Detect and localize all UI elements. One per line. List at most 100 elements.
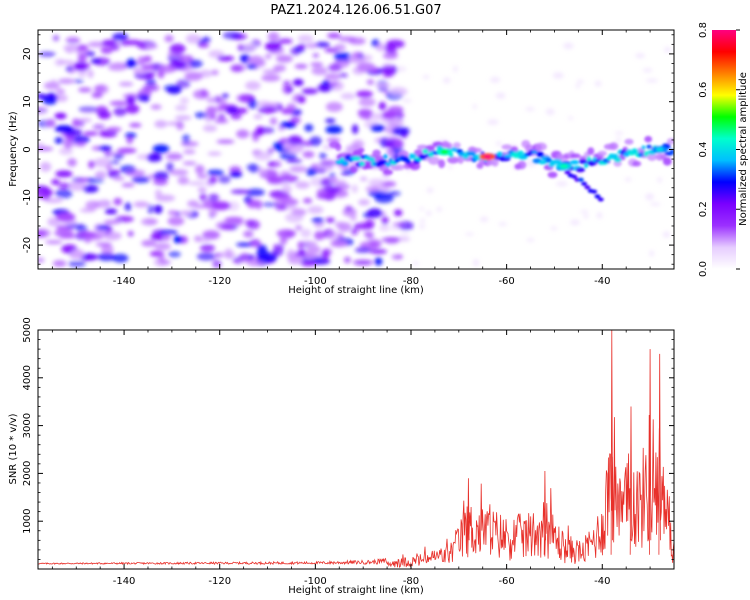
spectrogram-cell [78, 54, 87, 62]
spectrogram-cell [325, 217, 335, 223]
spectrogram-cell [583, 214, 589, 219]
spectrogram-cell [324, 82, 340, 86]
spectrogram-cell [224, 248, 233, 257]
spectrogram-cell [428, 156, 440, 165]
spectrogram-cell [583, 163, 589, 168]
spectrogram-cell [591, 189, 598, 194]
spectrogram-cell [552, 159, 562, 164]
spectrogram-cell [245, 188, 265, 197]
spectrogram-cell [497, 151, 503, 157]
spectrogram-cell [230, 112, 242, 120]
spectrogram-cell [319, 160, 337, 166]
spectrogram-cell [453, 65, 458, 73]
spectrogram-cell [374, 82, 391, 88]
spectrogram-cell [38, 142, 45, 147]
spectrogram-cell [363, 231, 374, 237]
spectrogram-cell [204, 113, 212, 123]
spectrogram-cell [154, 258, 169, 267]
spectrogram-cell [453, 142, 461, 149]
spectrogram-cell [126, 136, 134, 144]
spectrogram-cell [389, 226, 401, 231]
spectrogram-cell [381, 216, 389, 225]
spectrogram-cell [340, 171, 349, 176]
spectrogram-cell [241, 43, 257, 53]
spectrogram-cell [73, 61, 91, 71]
colorbar-label: Normalized spectral amplitude [738, 72, 749, 226]
spectrogram-cell [50, 79, 57, 87]
spectrogram-cell [247, 99, 258, 109]
spectrogram-cell [344, 205, 353, 212]
spectrogram-cell [184, 71, 203, 81]
spectrogram-cell [647, 152, 657, 161]
spectrogram-cell [129, 122, 142, 128]
y-tick-label: 2000 [22, 461, 33, 486]
spectrogram-cell [552, 72, 564, 79]
spectrogram-cell [370, 124, 386, 132]
spectrogram-cell [122, 39, 143, 46]
spectrogram-cell [64, 140, 72, 150]
spectrogram-cell [206, 97, 216, 103]
spectrogram-cell [400, 232, 410, 237]
spectrogram-cell [240, 53, 251, 64]
spectrogram-cell [236, 94, 252, 103]
spectrogram-cell [597, 197, 604, 202]
spectrogram-cell [282, 80, 291, 86]
spectrogram-cell [570, 219, 580, 226]
spectrogram-cell [578, 159, 588, 164]
spectrogram-cell [285, 212, 304, 223]
spectrogram-cell [662, 157, 672, 166]
spectrogram-cell [374, 257, 383, 266]
spectrogram-cell [297, 249, 306, 256]
spectrogram-cell [297, 34, 314, 43]
y-tick-label: 10 [22, 95, 33, 108]
snr-y-label: SNR (10 * v/v) [8, 413, 19, 484]
spectrogram-cell [536, 151, 544, 158]
spectrogram-cell [594, 80, 602, 87]
spectrogram-cell [309, 136, 322, 147]
spectrogram-cell [147, 204, 154, 215]
spectrogram-cell [352, 139, 365, 150]
spectrogram-cell [350, 214, 357, 222]
figure-title: PAZ1.2024.126.06.51.G07 [270, 3, 441, 18]
x-tick-label: -100 [304, 276, 327, 287]
spectrogram-cell [359, 161, 366, 167]
y-tick-label: -10 [22, 189, 33, 205]
spectrogram-cell [472, 104, 477, 109]
spectrogram-cell [389, 87, 408, 96]
spectrogram-cell [335, 143, 342, 152]
x-tick-label: -80 [403, 576, 419, 587]
spectrogram-cell [289, 165, 308, 173]
spectrogram-cell [243, 230, 254, 238]
spectrogram-cell [265, 106, 276, 112]
spectrogram-cell [87, 41, 106, 48]
spectrogram-cell [333, 52, 352, 61]
spectrogram-cell [366, 157, 376, 162]
spectrogram-cell [92, 124, 106, 130]
spectrogram-cell [637, 152, 644, 158]
x-tick-label: -140 [113, 276, 136, 287]
spectrogram-cell [183, 149, 196, 155]
spectrogram-cell [195, 164, 205, 175]
spectrogram-cell [208, 193, 220, 202]
spectrogram-cell [65, 37, 81, 45]
spectrogram-cell [173, 235, 183, 244]
spectrogram-cell [214, 118, 229, 124]
spectrogram-cell [71, 249, 85, 259]
spectrogram-cell [443, 77, 451, 84]
snr-x-label: Height of straight line (km) [288, 585, 424, 596]
spectrogram-cell [297, 241, 304, 250]
spectrogram-cell [402, 98, 412, 103]
spectrogram-cell [344, 256, 351, 264]
spectrogram-cell [211, 201, 231, 211]
spectrogram-cell [55, 88, 66, 94]
spectrogram-cell [87, 69, 94, 79]
spectrogram-cell [72, 118, 80, 127]
spectrogram-cell [73, 78, 84, 84]
spectrogram-cell [584, 185, 591, 190]
spectrogram-cell [86, 177, 105, 184]
spectrogram-cell [127, 230, 134, 237]
spectrogram-cell [418, 224, 426, 229]
spectrogram-cell [646, 144, 652, 149]
spectrogram-cell [341, 160, 349, 166]
